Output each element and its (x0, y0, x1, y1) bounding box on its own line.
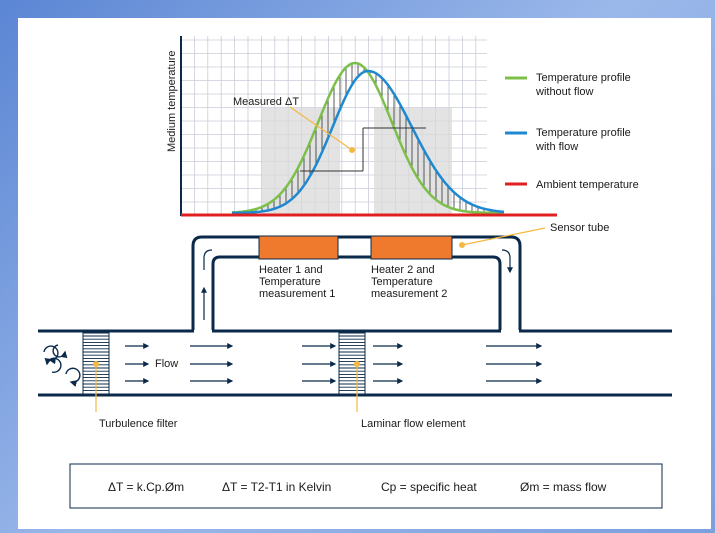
delta-marker (349, 147, 355, 153)
formula-1: ΔT = k.Cp.Øm (108, 480, 184, 494)
legend-with-flow-line2: with flow (535, 141, 578, 153)
sensor-tube (191, 235, 522, 330)
heater2-label-1: Heater 2 and (371, 264, 435, 276)
heater1-label-1: Heater 1 and (259, 264, 323, 276)
turbulence-swirls (43, 344, 81, 387)
tube-flow-arrow-out (501, 249, 513, 274)
delta-leader (289, 106, 353, 151)
laminar-flow-element-block (338, 332, 366, 395)
formula-4: Øm = mass flow (520, 480, 607, 494)
flow-arrows (125, 343, 543, 384)
heater-2 (370, 235, 453, 260)
diagram-panel (18, 18, 711, 529)
measured-delta-label: Measured ΔT (233, 96, 299, 108)
sensor-tube-leader (461, 227, 546, 246)
heater1-label-2: Temperature (259, 276, 321, 288)
flow-label: Flow (155, 358, 178, 370)
heater2-label-3: measurement 2 (371, 288, 447, 300)
legend-no-flow-line1: Temperature profile (536, 72, 631, 84)
heater-1 (258, 235, 339, 260)
heater2-label-2: Temperature (371, 276, 433, 288)
delta-hatching (249, 63, 491, 213)
sensor-tube-marker (459, 242, 465, 248)
y-axis-label: Medium temperature (166, 51, 178, 153)
tube-flow-arrow-in (203, 249, 213, 270)
turbulence-filter-marker (93, 361, 99, 367)
turbulence-filter-label: Turbulence filter (99, 418, 178, 430)
sensor-tube-label: Sensor tube (550, 222, 609, 234)
formula-box (69, 463, 663, 509)
legend-ambient-label: Ambient temperature (536, 179, 639, 191)
heater1-label-3: measurement 1 (259, 288, 335, 300)
heater2-zone-shade (374, 108, 452, 215)
laminar-flow-element-label: Laminar flow element (361, 418, 466, 430)
laminar-element-marker (354, 361, 360, 367)
legend-with-flow-line1: Temperature profile (536, 127, 631, 139)
formula-2: ΔT = T2-T1 in Kelvin (222, 480, 331, 494)
main-pipe (38, 329, 672, 397)
formula-3: Cp = specific heat (381, 480, 477, 494)
legend-no-flow-line2: without flow (535, 86, 594, 98)
profile-with-flow-curve (232, 69, 505, 215)
